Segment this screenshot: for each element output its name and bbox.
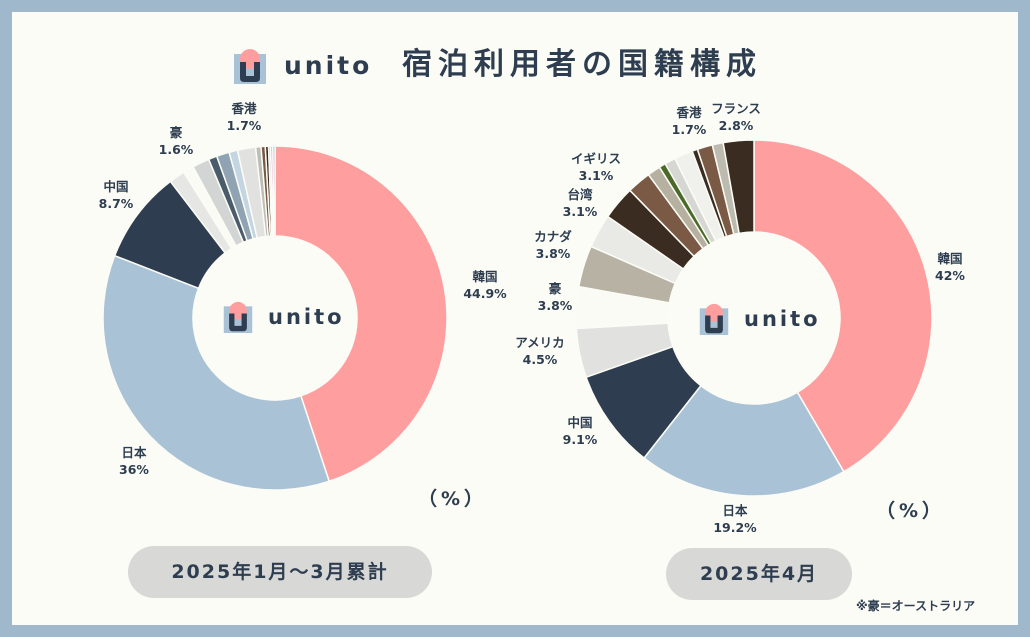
label-taiwan-april: 台湾 3.1% [562, 187, 598, 219]
label-canada-april: カナダ 3.8% [534, 229, 572, 261]
center-brand-name: unito [268, 305, 345, 329]
label-china-q1: 中国 8.7% [98, 179, 134, 211]
label-australia-april: 豪 3.8% [537, 281, 573, 313]
label-usa-april: アメリカ 4.5% [515, 335, 565, 367]
brand-name: unito [284, 51, 373, 80]
center-logo-q1: unito [222, 298, 362, 338]
page-title: 宿泊利用者の国籍構成 [402, 47, 762, 82]
unit-label-q1: （%） [418, 488, 488, 510]
center-logo-april: unito [698, 300, 838, 340]
unito-logo-icon [234, 49, 266, 84]
label-hongkong-q1: 香港 1.7% [226, 101, 262, 133]
label-france-april: フランス 2.8% [711, 101, 761, 133]
label-japan-q1: 日本 36% [119, 445, 149, 477]
label-hongkong-april: 香港 1.7% [671, 105, 707, 137]
unito-logo-icon [223, 301, 253, 333]
footnote: ※豪＝オーストラリア [856, 599, 976, 613]
donut-chart-april [575, 139, 933, 497]
unito-logo-icon [699, 303, 729, 335]
label-korea-april: 韓国 42% [935, 251, 965, 283]
label-japan-april: 日本 19.2% [713, 503, 757, 535]
label-australia-q1: 豪 1.6% [158, 125, 194, 157]
donut-chart-q1 [102, 145, 448, 491]
donut-hole-0 [193, 236, 357, 400]
donut-hole-1 [668, 232, 840, 404]
center-brand-name: unito [744, 307, 821, 331]
label-uk-april: イギリス 3.1% [570, 151, 622, 183]
period-badge-april: 2025年4月 [666, 548, 852, 600]
unit-label-april: （%） [876, 500, 946, 522]
donut-slice-0-15 [272, 145, 276, 237]
label-korea-q1: 韓国 44.9% [463, 269, 507, 301]
label-china-april: 中国 9.1% [562, 415, 598, 447]
period-badge-q1: 2025年1月～3月累計 [128, 546, 432, 598]
